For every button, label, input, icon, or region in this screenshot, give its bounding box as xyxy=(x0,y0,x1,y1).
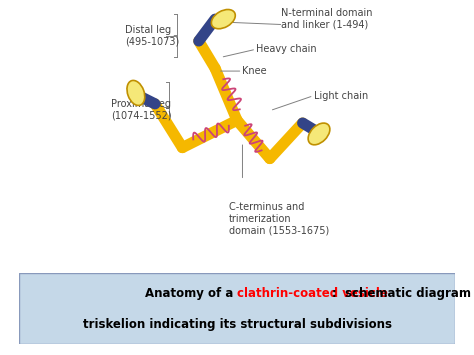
FancyBboxPatch shape xyxy=(19,273,455,344)
Ellipse shape xyxy=(127,81,145,105)
Ellipse shape xyxy=(308,123,330,145)
Text: Heavy chain: Heavy chain xyxy=(256,44,317,54)
Text: Proximal leg
(1074-1552): Proximal leg (1074-1552) xyxy=(111,99,172,120)
Ellipse shape xyxy=(211,10,235,29)
Text: :  schematic diagram of a: : schematic diagram of a xyxy=(237,287,474,300)
Text: N-terminal domain
and linker (1-494): N-terminal domain and linker (1-494) xyxy=(281,8,372,30)
Text: Distal leg
(495-1073): Distal leg (495-1073) xyxy=(125,25,179,47)
Text: Light chain: Light chain xyxy=(313,91,368,101)
Text: Knee: Knee xyxy=(243,66,267,76)
Text: C-terminus and
trimerization
domain (1553-1675): C-terminus and trimerization domain (155… xyxy=(229,202,329,235)
Text: clathrin-coated vesicle: clathrin-coated vesicle xyxy=(237,287,388,300)
Text: triskelion indicating its structural subdivisions: triskelion indicating its structural sub… xyxy=(82,318,392,331)
Text: Anatomy of a: Anatomy of a xyxy=(145,287,237,300)
